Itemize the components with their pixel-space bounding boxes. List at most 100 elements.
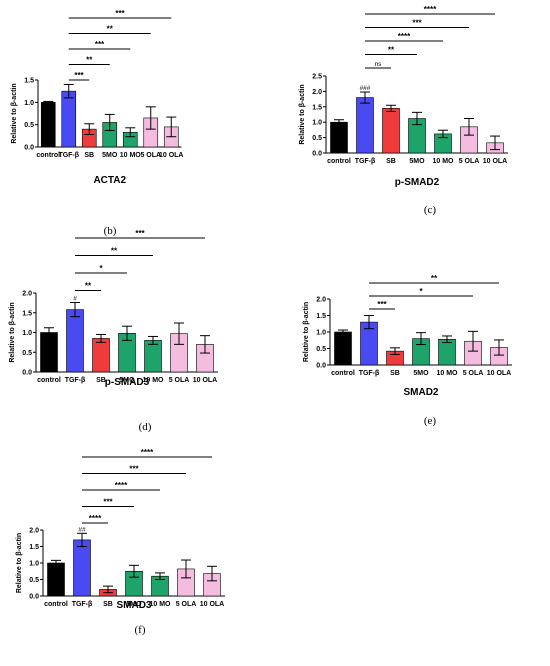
panel-b-y-tick-label: 1.0: [24, 100, 34, 107]
panel-d-x-tick-label: 5 OLA: [169, 377, 190, 384]
panel-c-significance-label: **: [388, 46, 395, 55]
panel-d-x-tick-label: control: [37, 377, 61, 384]
panel-b-y-axis-label: Relative to β-actin: [11, 83, 18, 143]
panel-f-y-tick-label: 1.0: [29, 561, 39, 568]
panel-f-significance-label: ***: [103, 498, 113, 507]
panel-e-bar-1: [334, 331, 352, 366]
panel-d-bar-3: [92, 338, 110, 373]
panel-d-x-tick-label: 10 OLA: [193, 377, 218, 384]
panel-c-y-tick-label: 0.5: [312, 135, 322, 142]
panel-b-significance-label: ***: [74, 71, 84, 80]
panel-e-y-tick-label: 2.0: [316, 297, 326, 304]
panel-c-y-tick-label: 1.0: [312, 120, 322, 127]
panel-e-x-tick-label: 10 MO: [436, 370, 458, 377]
panel-e-x-tick-label: 10 OLA: [487, 370, 512, 377]
panel-f-x-tick-label: TGF-β: [72, 601, 93, 608]
panel-d-y-tick-label: 0.5: [22, 350, 32, 357]
panel-f-significance-label: ****: [89, 514, 102, 523]
panel-b-title: ACTA2: [93, 175, 126, 186]
panel-b-x-tick-label: 10 MO: [120, 152, 142, 159]
panel-d-significance-label: **: [85, 282, 92, 291]
panel-b-significance-label: **: [107, 25, 114, 34]
panel-f-significance-label: ***: [129, 465, 139, 474]
panel-c-x-tick-label: SB: [386, 158, 396, 165]
panel-b-x-tick-label: SB: [84, 152, 94, 159]
panel-f-x-tick-label: 5MO: [126, 601, 142, 608]
panel-b-significance-label: ***: [95, 40, 105, 49]
panel-b-x-tick-label: 5MO: [102, 152, 118, 159]
panel-c-y-tick-label: 2.0: [312, 89, 322, 96]
panel-c-bar-annotation: ###: [360, 85, 371, 92]
panel-f-bar-2: [73, 539, 91, 597]
panel-f-y-tick-label: 0.0: [29, 594, 39, 601]
panel-e-significance-label: **: [431, 274, 438, 283]
panel-d-x-tick-label: SB: [96, 377, 106, 384]
panel-c-x-tick-label: 5MO: [409, 158, 425, 165]
panel-d-x-tick-label: 10 MO: [142, 377, 164, 384]
panel-f-label: (f): [135, 624, 146, 636]
panel-e-x-tick-label: 5MO: [413, 370, 429, 377]
panel-b-y-tick-label: 0.0: [24, 145, 34, 152]
panel-b-x-tick-label: 5 OLA: [140, 152, 161, 159]
panel-e-y-tick-label: 1.5: [316, 313, 326, 320]
panel-e-y-tick-label: 0.0: [316, 363, 326, 370]
panel-f-bar-1: [47, 562, 65, 597]
panel-d-y-axis-label: Relative to β-actin: [9, 302, 16, 362]
panel-d-significance-label: ***: [135, 229, 145, 238]
panel-b-significance-label: **: [86, 56, 93, 65]
panel-d-bar-2: [66, 309, 84, 373]
panel-d-label: (d): [139, 421, 152, 433]
panel-c-x-tick-label: 10 OLA: [483, 158, 508, 165]
panel-d-y-tick-label: 1.0: [22, 330, 32, 337]
panel-b-significance-label: ***: [115, 9, 125, 18]
panel-f-x-tick-label: 10 OLA: [200, 601, 225, 608]
panel-f-y-tick-label: 2.0: [29, 528, 39, 535]
panel-b-label: (b): [104, 225, 117, 237]
panel-e-significance-label: *: [419, 287, 423, 296]
panel-d-bar-annotation: #: [73, 295, 77, 302]
panel-c-y-tick-label: 1.5: [312, 104, 322, 111]
panel-f-y-axis-label: Relative to β-actin: [16, 533, 23, 593]
panel-c-y-tick-label: 0.0: [312, 151, 322, 158]
panel-d-x-tick-label: 5MO: [119, 377, 135, 384]
panel-f-x-tick-label: 5 OLA: [176, 601, 197, 608]
panel-b-x-tick-label: TGF-β: [58, 152, 79, 159]
panel-e-significance-label: ***: [377, 300, 387, 309]
panel-e-x-tick-label: SB: [390, 370, 400, 377]
panel-f-significance-label: ****: [115, 481, 128, 490]
panel-d-x-tick-label: TGF-β: [65, 377, 86, 384]
panel-e-x-tick-label: TGF-β: [359, 370, 380, 377]
panel-f-significance-label: ****: [141, 448, 154, 457]
panel-d-y-tick-label: 0.0: [22, 370, 32, 377]
panel-f-y-tick-label: 0.5: [29, 577, 39, 584]
panel-b-y-tick-label: 1.5: [24, 78, 34, 85]
panel-e-y-tick-label: 0.5: [316, 346, 326, 353]
panel-e-label: (e): [424, 415, 437, 427]
panel-b-bar-2: [61, 90, 77, 148]
panel-c-significance-label: ****: [424, 5, 437, 14]
panel-e-y-tick-label: 1.0: [316, 330, 326, 337]
panel-b-y-tick-label: 0.5: [24, 122, 34, 129]
panel-b-bar-1: [40, 102, 56, 148]
panel-b-x-tick-label: 10 OLA: [159, 152, 184, 159]
panel-c-x-tick-label: 10 MO: [432, 158, 454, 165]
panel-f-bar-annotation: ##: [78, 526, 86, 533]
panel-f-title: SMAD3: [116, 600, 151, 611]
panel-d-bar-5: [144, 340, 162, 373]
panel-c-y-axis-label: Relative to β-actin: [299, 84, 306, 144]
panel-d-y-tick-label: 2.0: [22, 291, 32, 298]
panel-d-y-tick-label: 1.5: [22, 310, 32, 317]
panel-c-bar-1: [330, 121, 348, 154]
panel-c-significance-label: ns: [375, 61, 383, 68]
panel-c-significance-label: ****: [398, 32, 411, 41]
panel-c-title: p-SMAD2: [395, 177, 440, 188]
panel-c-x-tick-label: control: [327, 158, 351, 165]
panel-e-bar-5: [438, 338, 456, 366]
panel-c-bar-3: [382, 108, 400, 154]
panel-b-x-tick-label: control: [36, 152, 60, 159]
panel-e-x-tick-label: control: [331, 370, 355, 377]
panel-d-significance-label: **: [111, 247, 118, 256]
panel-e-x-tick-label: 5 OLA: [463, 370, 484, 377]
panel-d-significance-label: *: [99, 264, 103, 273]
